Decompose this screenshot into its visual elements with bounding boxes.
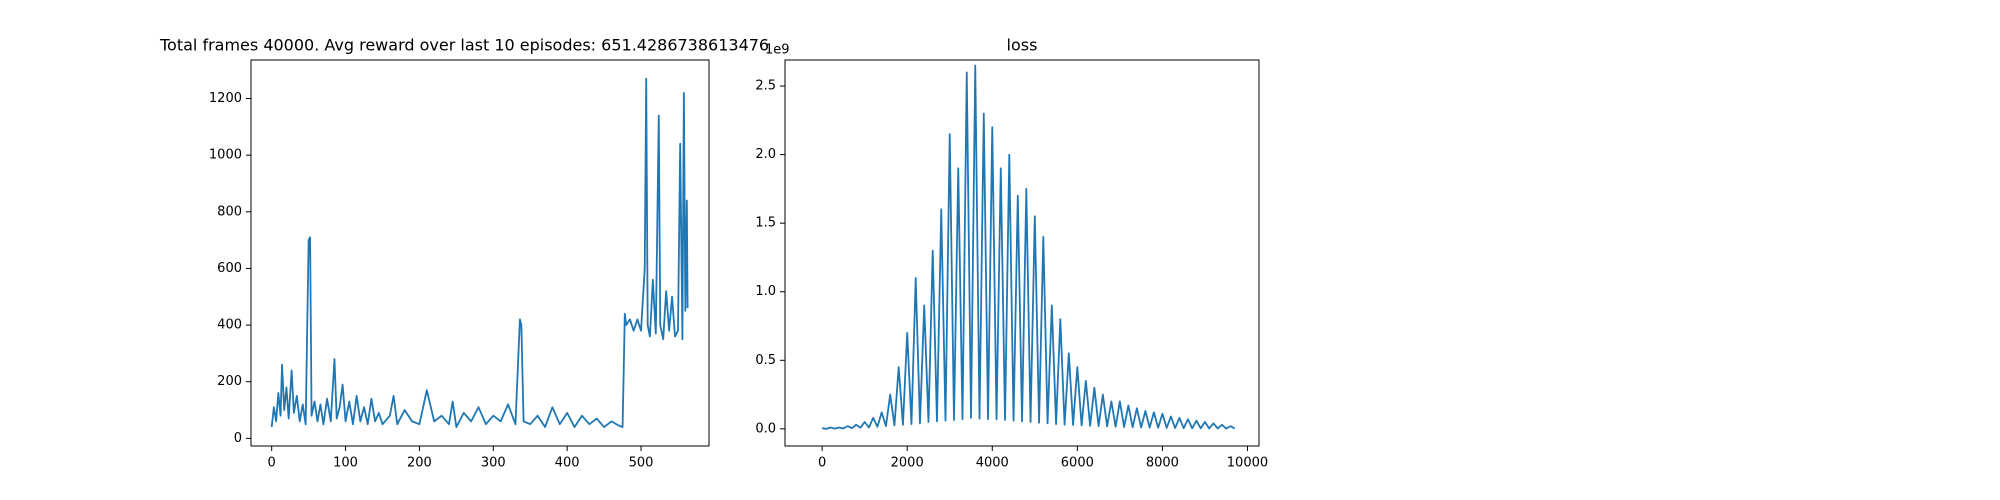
chart-title: Total frames 40000. Avg reward over last… [159,36,769,55]
axes-frame [250,59,710,447]
y-tick-label: 2.5 [755,79,776,94]
y-offset-label: 1e9 [765,43,790,58]
y-tick-label: 1000 [209,148,242,163]
x-tick-label: 6000 [1061,456,1094,471]
x-tick-label: 8000 [1146,456,1179,471]
y-tick-label: 1.0 [755,284,776,299]
y-tick-label: 1.5 [755,216,776,231]
series-line [821,64,1236,430]
x-tick-label: 4000 [976,456,1009,471]
x-tick-label: 0 [818,456,826,471]
y-tick-label: 0 [234,431,242,446]
y-tick-label: 2.0 [755,147,776,162]
axes-frame [784,59,1260,447]
x-tick-label: 100 [333,456,358,471]
series-line [270,77,689,428]
y-tick-label: 1200 [209,91,242,106]
chart-title: loss [1007,36,1038,55]
x-tick-label: 10000 [1227,456,1268,471]
x-tick-label: 500 [629,456,654,471]
y-tick-label: 800 [217,204,242,219]
y-tick-label: 600 [217,261,242,276]
y-tick-label: 400 [217,318,242,333]
y-tick-label: 0.5 [755,353,776,368]
x-tick-label: 200 [407,456,432,471]
y-tick-label: 0.0 [755,421,776,436]
y-tick-label: 200 [217,374,242,389]
x-tick-label: 300 [481,456,506,471]
x-tick-label: 400 [555,456,580,471]
x-tick-label: 2000 [891,456,924,471]
x-tick-label: 0 [268,456,276,471]
